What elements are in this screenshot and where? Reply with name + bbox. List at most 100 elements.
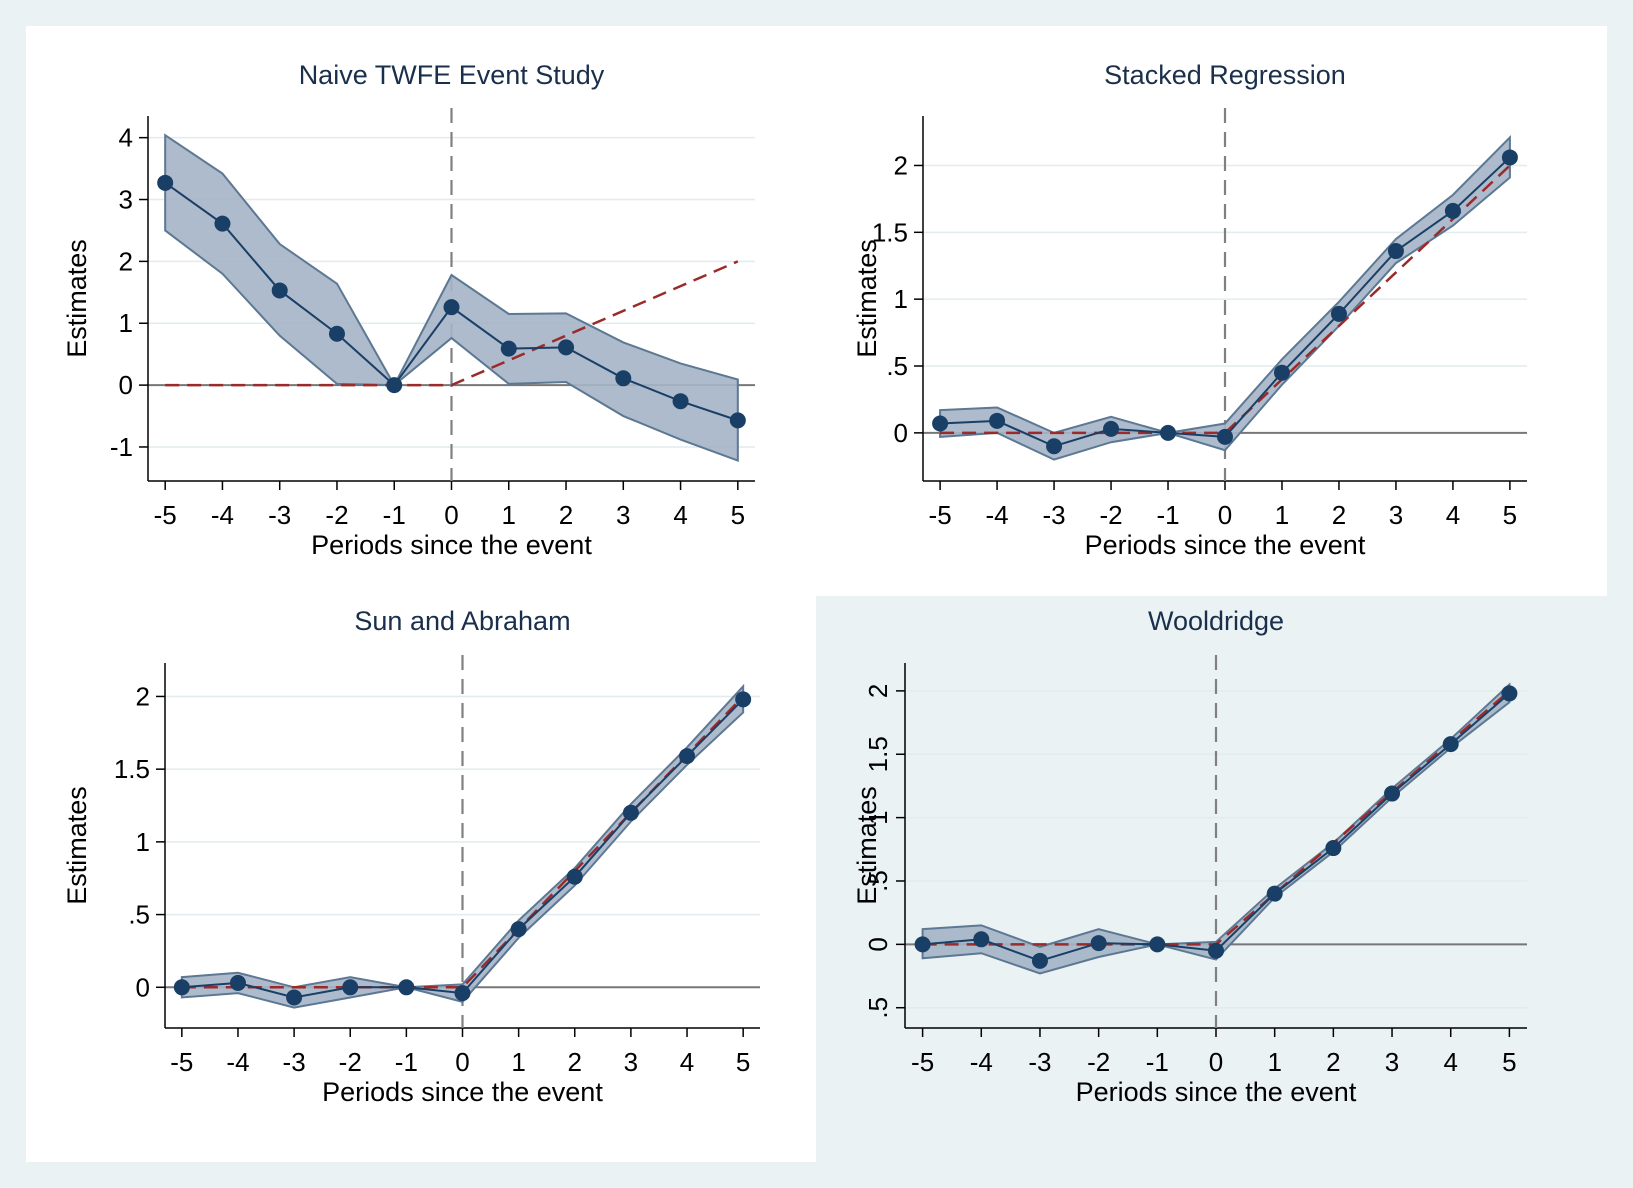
x-tick-label: -5 (170, 1047, 193, 1077)
y-tick-label: .5 (886, 351, 908, 381)
y-tick-label: -1 (110, 432, 133, 462)
y-axis-label: Estimates (852, 786, 882, 905)
x-tick-label: -3 (268, 500, 291, 530)
estimate-point (1090, 935, 1107, 952)
x-tick-label: 3 (624, 1047, 638, 1077)
x-axis-label: Periods since the event (1085, 530, 1366, 560)
estimate-point (229, 974, 246, 991)
estimate-point (1149, 936, 1166, 953)
y-axis-label: Estimates (852, 239, 882, 358)
estimate-point (973, 931, 990, 948)
x-tick-label: 0 (1218, 500, 1232, 530)
x-tick-label: 1 (1267, 1047, 1281, 1077)
estimate-point (328, 325, 345, 342)
estimate-point (286, 989, 303, 1006)
y-tick-label: .5 (863, 997, 893, 1019)
y-tick-label: 3 (119, 185, 133, 215)
y-tick-label: 1 (894, 284, 908, 314)
y-tick-label: 2 (894, 150, 908, 180)
estimate-point (1103, 420, 1120, 437)
x-tick-label: -2 (1099, 500, 1122, 530)
x-tick-label: 5 (1503, 500, 1517, 530)
x-tick-label: -2 (325, 500, 348, 530)
estimate-point (1442, 736, 1459, 753)
estimate-point (914, 936, 931, 953)
estimate-point (729, 412, 746, 429)
x-tick-label: -1 (395, 1047, 418, 1077)
estimate-point (672, 393, 689, 410)
x-tick-label: 0 (1209, 1047, 1223, 1077)
estimate-point (615, 370, 632, 387)
estimate-point (386, 377, 403, 394)
panel-sun-abraham: Sun and Abraham 0 .5 1 1.5 2 -5 -4 -3 -2 -1 0 1 2 3 4 5 P… (26, 596, 816, 1162)
estimate-point (735, 691, 752, 708)
panel-wooldridge: Wooldridge .5 0 .5 1 1.5 2 -5 -4 -3 -2 -1 0 1 2 3 4 5 Peri… (816, 596, 1607, 1162)
panel-naive-twfe: Naive TWFE Event Study -1 0 1 2 3 4 -5 -4 -3 -2 -1 0… (26, 26, 816, 596)
x-tick-label: 5 (1502, 1047, 1516, 1077)
x-tick-label: 2 (559, 500, 573, 530)
estimate-point (1273, 364, 1290, 381)
chart-svg: Stacked Regression 0 .5 1 1.5 2 -5 -4 -3 -2 -1 0 1 2 3… (852, 60, 1527, 560)
x-tick-label: -4 (226, 1047, 249, 1077)
estimate-point (443, 299, 460, 316)
y-tick-label: 1 (119, 308, 133, 338)
estimate-point (558, 339, 575, 356)
y-tick-label: 1.5 (114, 754, 150, 784)
x-tick-label: 5 (736, 1047, 750, 1077)
x-tick-label: -5 (154, 500, 177, 530)
x-tick-label: -1 (383, 500, 406, 530)
true-effect-line (940, 164, 1511, 435)
estimate-point (157, 174, 174, 191)
estimate-point (1046, 438, 1063, 455)
estimate-point (1217, 428, 1233, 445)
panel-stacked-regression: Stacked Regression 0 .5 1 1.5 2 -5 -4 -3 -2 -1 0 1 2 3… (816, 26, 1607, 596)
chart-title: Wooldridge (1148, 606, 1284, 636)
x-tick-label: 1 (511, 1047, 525, 1077)
x-tick-label: -1 (1146, 1047, 1169, 1077)
x-tick-label: -2 (339, 1047, 362, 1077)
estimate-point (173, 979, 190, 996)
chart-title: Sun and Abraham (354, 606, 570, 636)
chart-svg: Naive TWFE Event Study -1 0 1 2 3 4 -5 -4 -3 -2 -1 0… (62, 60, 755, 560)
estimate-point (1387, 243, 1404, 260)
estimate-point (271, 282, 288, 299)
y-tick-label: 1.5 (863, 736, 893, 772)
y-tick-label: 1 (863, 810, 893, 824)
y-tick-label: 4 (119, 123, 133, 153)
estimate-point (989, 412, 1006, 429)
estimate-point (1444, 202, 1461, 219)
confidence-band (164, 133, 739, 463)
estimate-point (1031, 952, 1048, 969)
x-tick-label: 4 (1443, 1047, 1457, 1077)
y-tick-label: 0 (894, 418, 908, 448)
y-tick-label: 2 (119, 246, 133, 276)
x-tick-label: 4 (1446, 500, 1460, 530)
x-tick-label: -4 (970, 1047, 993, 1077)
estimate-point (622, 804, 639, 821)
x-tick-label: 0 (444, 500, 458, 530)
estimate-point (1325, 840, 1342, 857)
chart-svg: Sun and Abraham 0 .5 1 1.5 2 -5 -4 -3 -2 -1 0 1 2 3 4 5 P… (62, 606, 760, 1107)
x-tick-label: -5 (911, 1047, 934, 1077)
estimate-point (500, 340, 517, 357)
x-tick-label: -4 (211, 500, 234, 530)
estimate-point (1208, 942, 1224, 959)
x-tick-label: -3 (1042, 500, 1065, 530)
y-tick-label: 0 (136, 972, 150, 1002)
x-axis-label: Periods since the event (1076, 1077, 1357, 1107)
x-tick-label: 1 (502, 500, 516, 530)
x-tick-label: -3 (283, 1047, 306, 1077)
x-tick-label: 3 (1389, 500, 1403, 530)
estimate-point (454, 985, 471, 1002)
estimate-point (566, 868, 583, 885)
chart-title: Naive TWFE Event Study (299, 60, 605, 90)
y-tick-label: .5 (128, 900, 150, 930)
y-tick-label: 2 (136, 681, 150, 711)
y-axis-label: Estimates (62, 239, 92, 358)
x-axis-label: Periods since the event (311, 530, 592, 560)
estimate-point (679, 748, 696, 765)
y-tick-label: 1 (136, 827, 150, 857)
y-axis-label: Estimates (62, 786, 92, 905)
x-tick-label: 1 (1275, 500, 1289, 530)
